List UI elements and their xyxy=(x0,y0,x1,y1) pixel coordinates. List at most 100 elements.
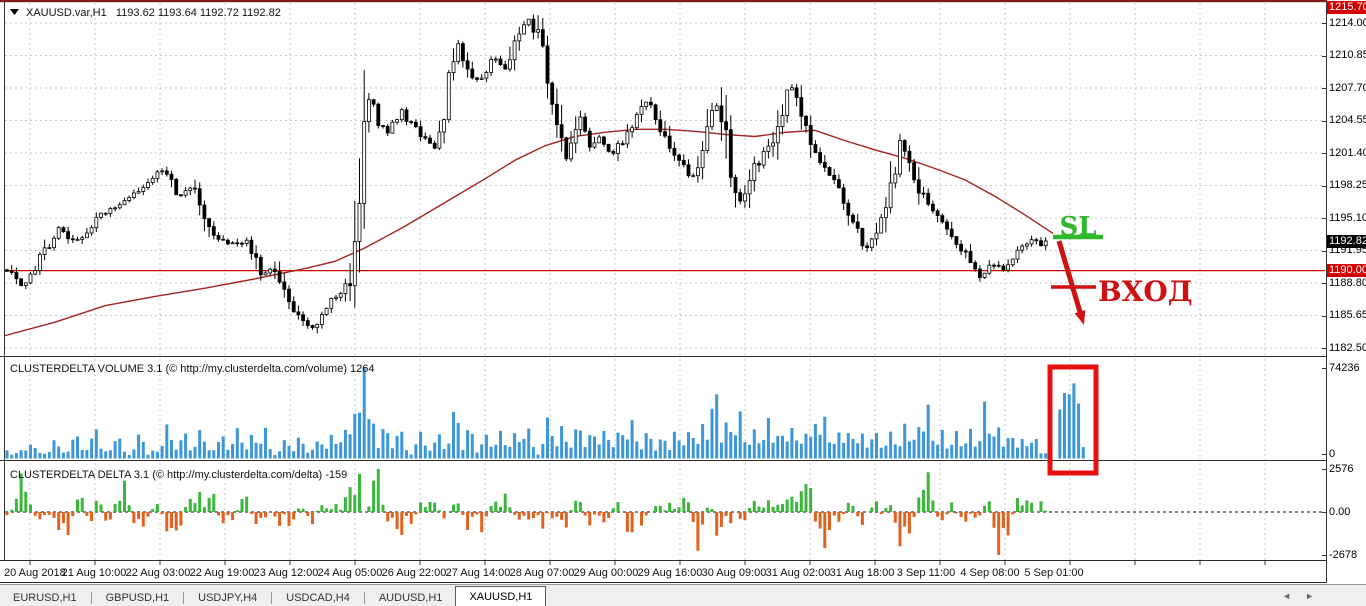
volume-bar xyxy=(503,445,507,459)
time-axis-label: 24 Aug 05:00 xyxy=(318,567,383,579)
candle-body xyxy=(263,272,268,276)
candle-body xyxy=(832,174,837,181)
volume-bar xyxy=(137,434,141,459)
candle-body xyxy=(475,77,479,80)
volume-bar xyxy=(1025,446,1029,459)
delta-bar xyxy=(193,503,197,512)
volume-bar xyxy=(649,438,653,459)
volume-highlight-box[interactable] xyxy=(1047,364,1099,476)
volume-bar xyxy=(748,444,752,459)
volume-bar xyxy=(47,452,51,459)
volume-bar xyxy=(973,446,977,459)
candle-body xyxy=(268,268,273,274)
volume-bar xyxy=(734,435,737,459)
delta-bar xyxy=(842,512,846,515)
delta-bar xyxy=(334,503,338,512)
candle-body xyxy=(362,121,367,204)
volume-bar xyxy=(315,441,319,459)
volume-bar xyxy=(66,451,70,459)
delta-bar xyxy=(489,506,493,512)
candle-body xyxy=(949,228,954,237)
candle-body xyxy=(1039,240,1043,247)
delta-bar xyxy=(390,512,394,518)
volume-bar xyxy=(663,440,667,459)
tab-eurusd-h1[interactable]: EURUSD,H1 xyxy=(13,592,77,604)
candle-body xyxy=(865,245,869,249)
delta-bar xyxy=(301,508,305,512)
candle-body xyxy=(56,227,61,239)
entry-label[interactable]: ВХОД xyxy=(1098,275,1193,308)
tab-divider xyxy=(363,592,365,604)
candle-body xyxy=(399,109,404,121)
tab-bar: EURUSD,H1 GBPUSD,H1 USDJPY,H4 USDCAD,H4 AUDU… xyxy=(0,584,1366,606)
entry-arrow[interactable] xyxy=(1056,240,1083,313)
candle-body xyxy=(442,119,447,133)
delta-bar xyxy=(315,510,319,512)
candle-body xyxy=(296,311,301,316)
time-axis-label: 3 Sep 11:00 xyxy=(897,567,956,579)
candle-body xyxy=(813,144,818,153)
volume-bar xyxy=(851,438,855,459)
candle-body xyxy=(573,129,578,144)
volume-bar xyxy=(691,437,695,459)
time-axis-label: 20 Aug 2018 xyxy=(4,567,66,579)
volume-bar xyxy=(85,450,89,459)
delta-bar xyxy=(428,501,432,512)
symbol-dropdown-icon[interactable] xyxy=(10,9,19,15)
candle-body xyxy=(780,115,785,127)
delta-bar xyxy=(766,500,770,512)
delta-bar xyxy=(123,480,126,512)
scroll-left-icon[interactable]: ◄ xyxy=(1282,591,1306,601)
axis-tick xyxy=(1322,555,1326,556)
delta-bar xyxy=(696,512,700,551)
volume-bar xyxy=(635,441,639,459)
tab-usdcad-h4[interactable]: USDCAD,H4 xyxy=(286,592,350,604)
delta-bar xyxy=(950,502,954,512)
stop-loss-label[interactable]: SL xyxy=(1059,212,1096,242)
candle-body xyxy=(188,187,193,191)
annotation-layer[interactable]: SL ВХОД xyxy=(1047,212,1193,476)
axis-tick xyxy=(1322,88,1326,89)
tab-usdjpy-h4[interactable]: USDJPY,H4 xyxy=(198,592,258,604)
delta-bar xyxy=(531,512,535,519)
candle-body xyxy=(451,61,456,74)
volume-bar xyxy=(43,453,47,459)
scroll-right-icon[interactable]: ► xyxy=(1305,591,1328,601)
axis-tick xyxy=(1322,185,1326,187)
tab-scroll-arrows: ◄► xyxy=(1282,591,1328,601)
delta-bar xyxy=(5,512,9,516)
tab-audusd-h1[interactable]: AUDUSD,H1 xyxy=(378,592,443,604)
candle-body xyxy=(1029,239,1034,245)
volume-bar xyxy=(108,450,112,459)
price-axis[interactable]: 1215.70 1214.00 1210.85 1207.70 1204.55 1201.… xyxy=(1322,0,1366,583)
candle-body xyxy=(851,214,855,223)
candle-body xyxy=(197,188,202,206)
axis-tick xyxy=(1322,368,1326,369)
tab-xauusd-h1[interactable]: XAUUSD,H1 xyxy=(455,586,547,606)
candle-body xyxy=(672,147,677,156)
candle-body xyxy=(940,215,945,223)
delta-bar xyxy=(240,499,244,512)
candle-body xyxy=(973,262,978,270)
volume-bar xyxy=(1039,453,1043,459)
volume-bar xyxy=(785,441,789,459)
volume-bar xyxy=(658,439,662,459)
volume-bar xyxy=(541,444,545,459)
volume-bar xyxy=(38,452,42,459)
candle-body xyxy=(14,272,19,280)
candle-body xyxy=(869,238,874,249)
candle-body xyxy=(395,119,400,123)
moving-average-line[interactable] xyxy=(4,128,1054,337)
delta-bar xyxy=(66,512,70,536)
tab-gbpusd-h1[interactable]: GBPUSD,H1 xyxy=(105,592,170,604)
time-axis-label: 30 Aug 09:00 xyxy=(702,567,767,579)
delta-bar xyxy=(978,512,982,516)
delta-bar xyxy=(245,496,249,512)
delta-bar xyxy=(273,512,277,517)
volume-bar xyxy=(536,454,540,459)
candle-body xyxy=(907,150,912,164)
candle-body xyxy=(33,270,38,275)
delta-bar xyxy=(898,512,902,547)
